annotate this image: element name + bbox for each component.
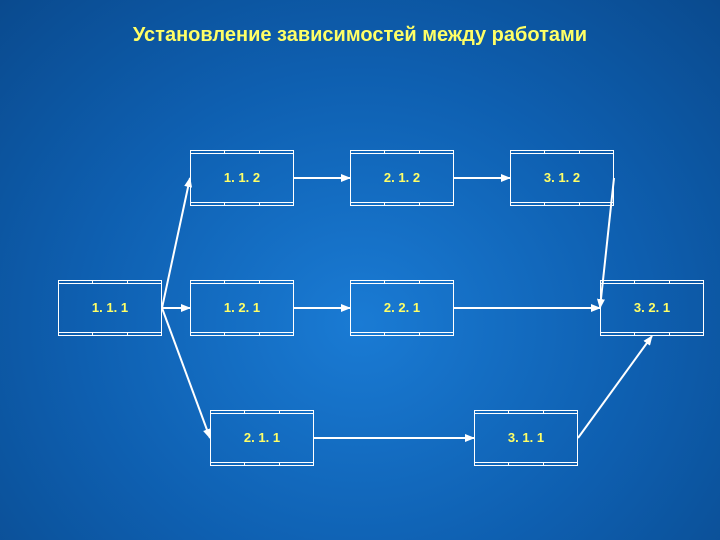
node-label: 2. 1. 1 — [211, 414, 314, 463]
node-2-1-1: 2. 1. 1 — [210, 410, 314, 466]
edge-3-1-1-to-3-2-1 — [578, 336, 652, 438]
node-1-1-1: 1. 1. 1 — [58, 280, 162, 336]
node-3-2-1: 3. 2. 1 — [600, 280, 704, 336]
node-label: 1. 2. 1 — [191, 284, 294, 333]
node-2-2-1: 2. 2. 1 — [350, 280, 454, 336]
node-label: 3. 2. 1 — [601, 284, 704, 333]
node-label: 2. 2. 1 — [351, 284, 454, 333]
node-3-1-2: 3. 1. 2 — [510, 150, 614, 206]
edges-layer — [0, 0, 720, 540]
diagram-title: Установление зависимостей между работами — [0, 24, 720, 47]
node-1-1-2: 1. 1. 2 — [190, 150, 294, 206]
node-label: 1. 1. 1 — [59, 284, 162, 333]
node-label: 3. 1. 1 — [475, 414, 578, 463]
node-label: 2. 1. 2 — [351, 154, 454, 203]
node-label: 1. 1. 2 — [191, 154, 294, 203]
node-1-2-1: 1. 2. 1 — [190, 280, 294, 336]
node-3-1-1: 3. 1. 1 — [474, 410, 578, 466]
diagram-canvas: Установление зависимостей между работами… — [0, 0, 720, 540]
node-label: 3. 1. 2 — [511, 154, 614, 203]
edge-1-1-1-to-1-1-2 — [162, 178, 190, 308]
node-2-1-2: 2. 1. 2 — [350, 150, 454, 206]
